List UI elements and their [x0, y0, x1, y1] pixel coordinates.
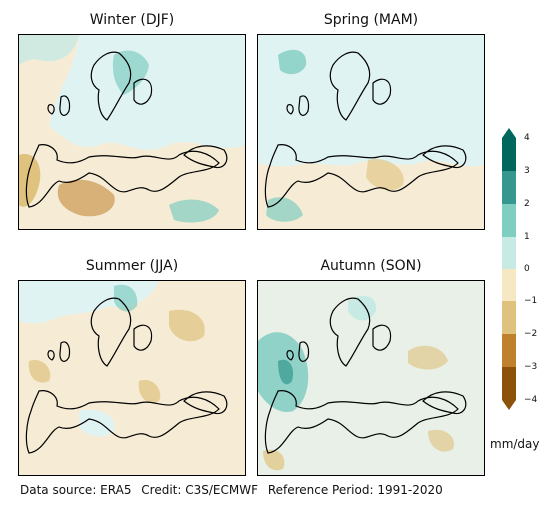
colorbar-tick-neg2: −2	[524, 329, 538, 339]
panel-title-autumn: Autumn (SON)	[320, 258, 422, 274]
data-source-text: Data source: ERA5	[20, 483, 132, 497]
credit-text: Credit: C3S/ECMWF	[141, 483, 258, 497]
panel-title-summer: Summer (JJA)	[85, 258, 179, 274]
map-winter	[18, 34, 246, 230]
colorbar	[502, 128, 516, 410]
colorbar-min-arrow	[502, 400, 516, 410]
colorbar-tick-2: 2	[524, 199, 530, 209]
panel-title-spring: Spring (MAM)	[323, 12, 419, 28]
colorbar-max-arrow	[502, 128, 516, 138]
map-spring	[257, 34, 485, 230]
colorbar-tick-neg3: −3	[524, 362, 538, 372]
colorbar-tick-1: 1	[524, 232, 530, 242]
colorbar-tick-neg1: −1	[524, 296, 538, 306]
map-autumn	[257, 280, 485, 476]
footer-credits: Data source: ERA5 Credit: C3S/ECMWF Refe…	[20, 483, 449, 497]
colorbar-units: mm/day	[490, 437, 540, 451]
reference-period-text: Reference Period: 1991-2020	[267, 483, 443, 497]
colorbar-tick-0: 0	[524, 264, 530, 274]
colorbar-tick-3: 3	[524, 166, 530, 176]
panel-title-winter: Winter (DJF)	[89, 12, 175, 28]
map-summer	[18, 280, 246, 476]
colorbar-tick-4: 4	[524, 133, 530, 143]
colorbar-tick-neg4: −4	[524, 395, 538, 405]
